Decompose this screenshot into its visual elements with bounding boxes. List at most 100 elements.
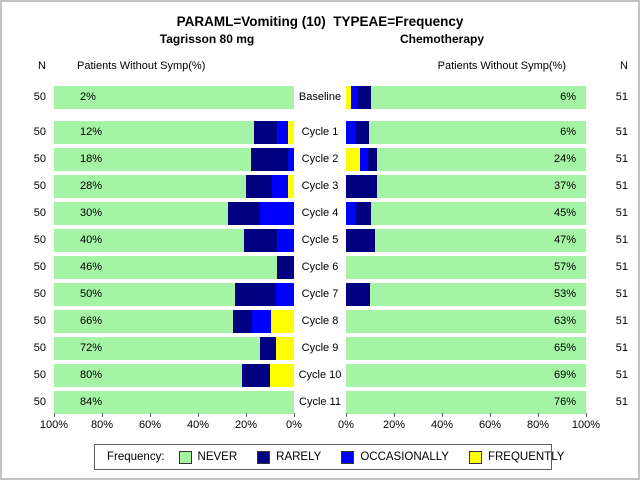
- right-bar: 37%: [346, 175, 586, 198]
- chart-row: 50 84% Cycle 11 76% 51: [2, 391, 640, 414]
- axis-tick-label: 20%: [382, 419, 406, 431]
- row-label: Cycle 2: [301, 153, 339, 165]
- left-bar: 12%: [54, 121, 294, 144]
- right-value-label: 47%: [553, 234, 576, 246]
- never-segment: [346, 364, 586, 387]
- right-bar: 63%: [346, 310, 586, 333]
- never-segment: [54, 310, 233, 333]
- occasionally-segment: [346, 202, 356, 225]
- never-segment: [346, 310, 586, 333]
- row-label: Cycle 9: [301, 342, 339, 354]
- rarely-segment: [357, 86, 372, 109]
- chart-row: 50 72% Cycle 9 65% 51: [2, 337, 640, 360]
- left-bar: 40%: [54, 229, 294, 252]
- frequently-segment: [288, 121, 294, 144]
- occasionally-segment: [288, 148, 294, 171]
- never-segment: [54, 256, 278, 279]
- chart-row: 50 46% Cycle 6 57% 51: [2, 256, 640, 279]
- row-label: Cycle 3: [301, 180, 339, 192]
- axis-tick-label: 80%: [90, 419, 114, 431]
- axis-tick: [150, 413, 151, 417]
- legend-item: RARELY: [257, 450, 321, 464]
- axis-tick: [102, 413, 103, 417]
- occasionally-swatch: [341, 450, 355, 464]
- rarely-segment: [232, 310, 253, 333]
- axis-tick: [442, 413, 443, 417]
- right-bar: 53%: [346, 283, 586, 306]
- rarely-segment: [260, 337, 276, 360]
- rarely-segment: [346, 175, 378, 198]
- never-segment: [346, 256, 586, 279]
- chart-row: 50 30% Cycle 4 45% 51: [2, 202, 640, 225]
- chart-row: 50 18% Cycle 2 24% 51: [2, 148, 640, 171]
- row-label: Cycle 10: [298, 369, 342, 381]
- right-bar: 57%: [346, 256, 586, 279]
- n-right-value: 51: [615, 207, 628, 219]
- chart-row: 50 2% Baseline 6% 51: [2, 86, 640, 109]
- row-label: Cycle 11: [299, 396, 341, 408]
- left-bar: 2%: [54, 86, 294, 109]
- frequently-segment: [346, 86, 351, 109]
- never-segment: [368, 121, 586, 144]
- never-segment: [54, 202, 229, 225]
- left-value-label: 72%: [80, 342, 103, 354]
- row-label: Cycle 1: [301, 126, 339, 138]
- right-bar: 69%: [346, 364, 586, 387]
- rarely-segment: [277, 256, 294, 279]
- n-left-value: 50: [33, 126, 46, 138]
- left-bar: 72%: [54, 337, 294, 360]
- n-left-value: 50: [33, 288, 46, 300]
- left-value-label: 80%: [80, 369, 103, 381]
- left-bar: 28%: [54, 175, 294, 198]
- never-segment: [371, 202, 586, 225]
- chart-row: 50 66% Cycle 8 63% 51: [2, 310, 640, 333]
- occasionally-segment: [272, 175, 288, 198]
- axis-tick: [490, 413, 491, 417]
- right-value-label: 76%: [553, 396, 576, 408]
- left-bar: 84%: [54, 391, 294, 414]
- left-bar: 50%: [54, 283, 294, 306]
- axis-tick-label: 60%: [138, 419, 162, 431]
- occasionally-segment: [276, 283, 294, 306]
- axis-tick-label: 60%: [478, 419, 502, 431]
- chart-row: 50 28% Cycle 3 37% 51: [2, 175, 640, 198]
- right-value-label: 65%: [553, 342, 576, 354]
- right-column-header: Patients Without Symp(%): [437, 60, 566, 72]
- never-segment: [54, 391, 294, 414]
- chart-row: 50 80% Cycle 10 69% 51: [2, 364, 640, 387]
- right-value-label: 6%: [560, 126, 576, 138]
- rarely-segment: [346, 283, 370, 306]
- left-value-label: 46%: [80, 261, 103, 273]
- never-segment: [54, 283, 236, 306]
- rarely-segment: [235, 283, 276, 306]
- n-header-right: N: [620, 60, 628, 72]
- never-segment: [54, 175, 247, 198]
- right-bar: 45%: [346, 202, 586, 225]
- axis-tick: [586, 413, 587, 417]
- never-segment: [377, 148, 586, 171]
- never-segment: [54, 86, 294, 109]
- legend-label: OCCASIONALLY: [360, 451, 449, 463]
- axis-tick: [294, 413, 295, 417]
- never-segment: [346, 391, 586, 414]
- occasionally-segment: [277, 121, 288, 144]
- n-right-value: 51: [615, 315, 628, 327]
- n-left-value: 50: [33, 153, 46, 165]
- n-right-value: 51: [615, 180, 628, 192]
- n-left-value: 50: [33, 369, 46, 381]
- axis-tick: [246, 413, 247, 417]
- n-right-value: 51: [615, 288, 628, 300]
- frequently-segment: [276, 337, 294, 360]
- left-value-label: 30%: [80, 207, 103, 219]
- chart-row: 50 50% Cycle 7 53% 51: [2, 283, 640, 306]
- row-label: Cycle 7: [301, 288, 339, 300]
- right-bar: 47%: [346, 229, 586, 252]
- axis-tick-label: 100%: [39, 419, 69, 431]
- rarely-segment: [246, 175, 273, 198]
- axis-tick: [394, 413, 395, 417]
- frequently-segment: [271, 310, 294, 333]
- rarely-segment: [228, 202, 261, 225]
- n-left-value: 50: [33, 207, 46, 219]
- n-left-value: 50: [33, 315, 46, 327]
- row-label: Cycle 8: [301, 315, 339, 327]
